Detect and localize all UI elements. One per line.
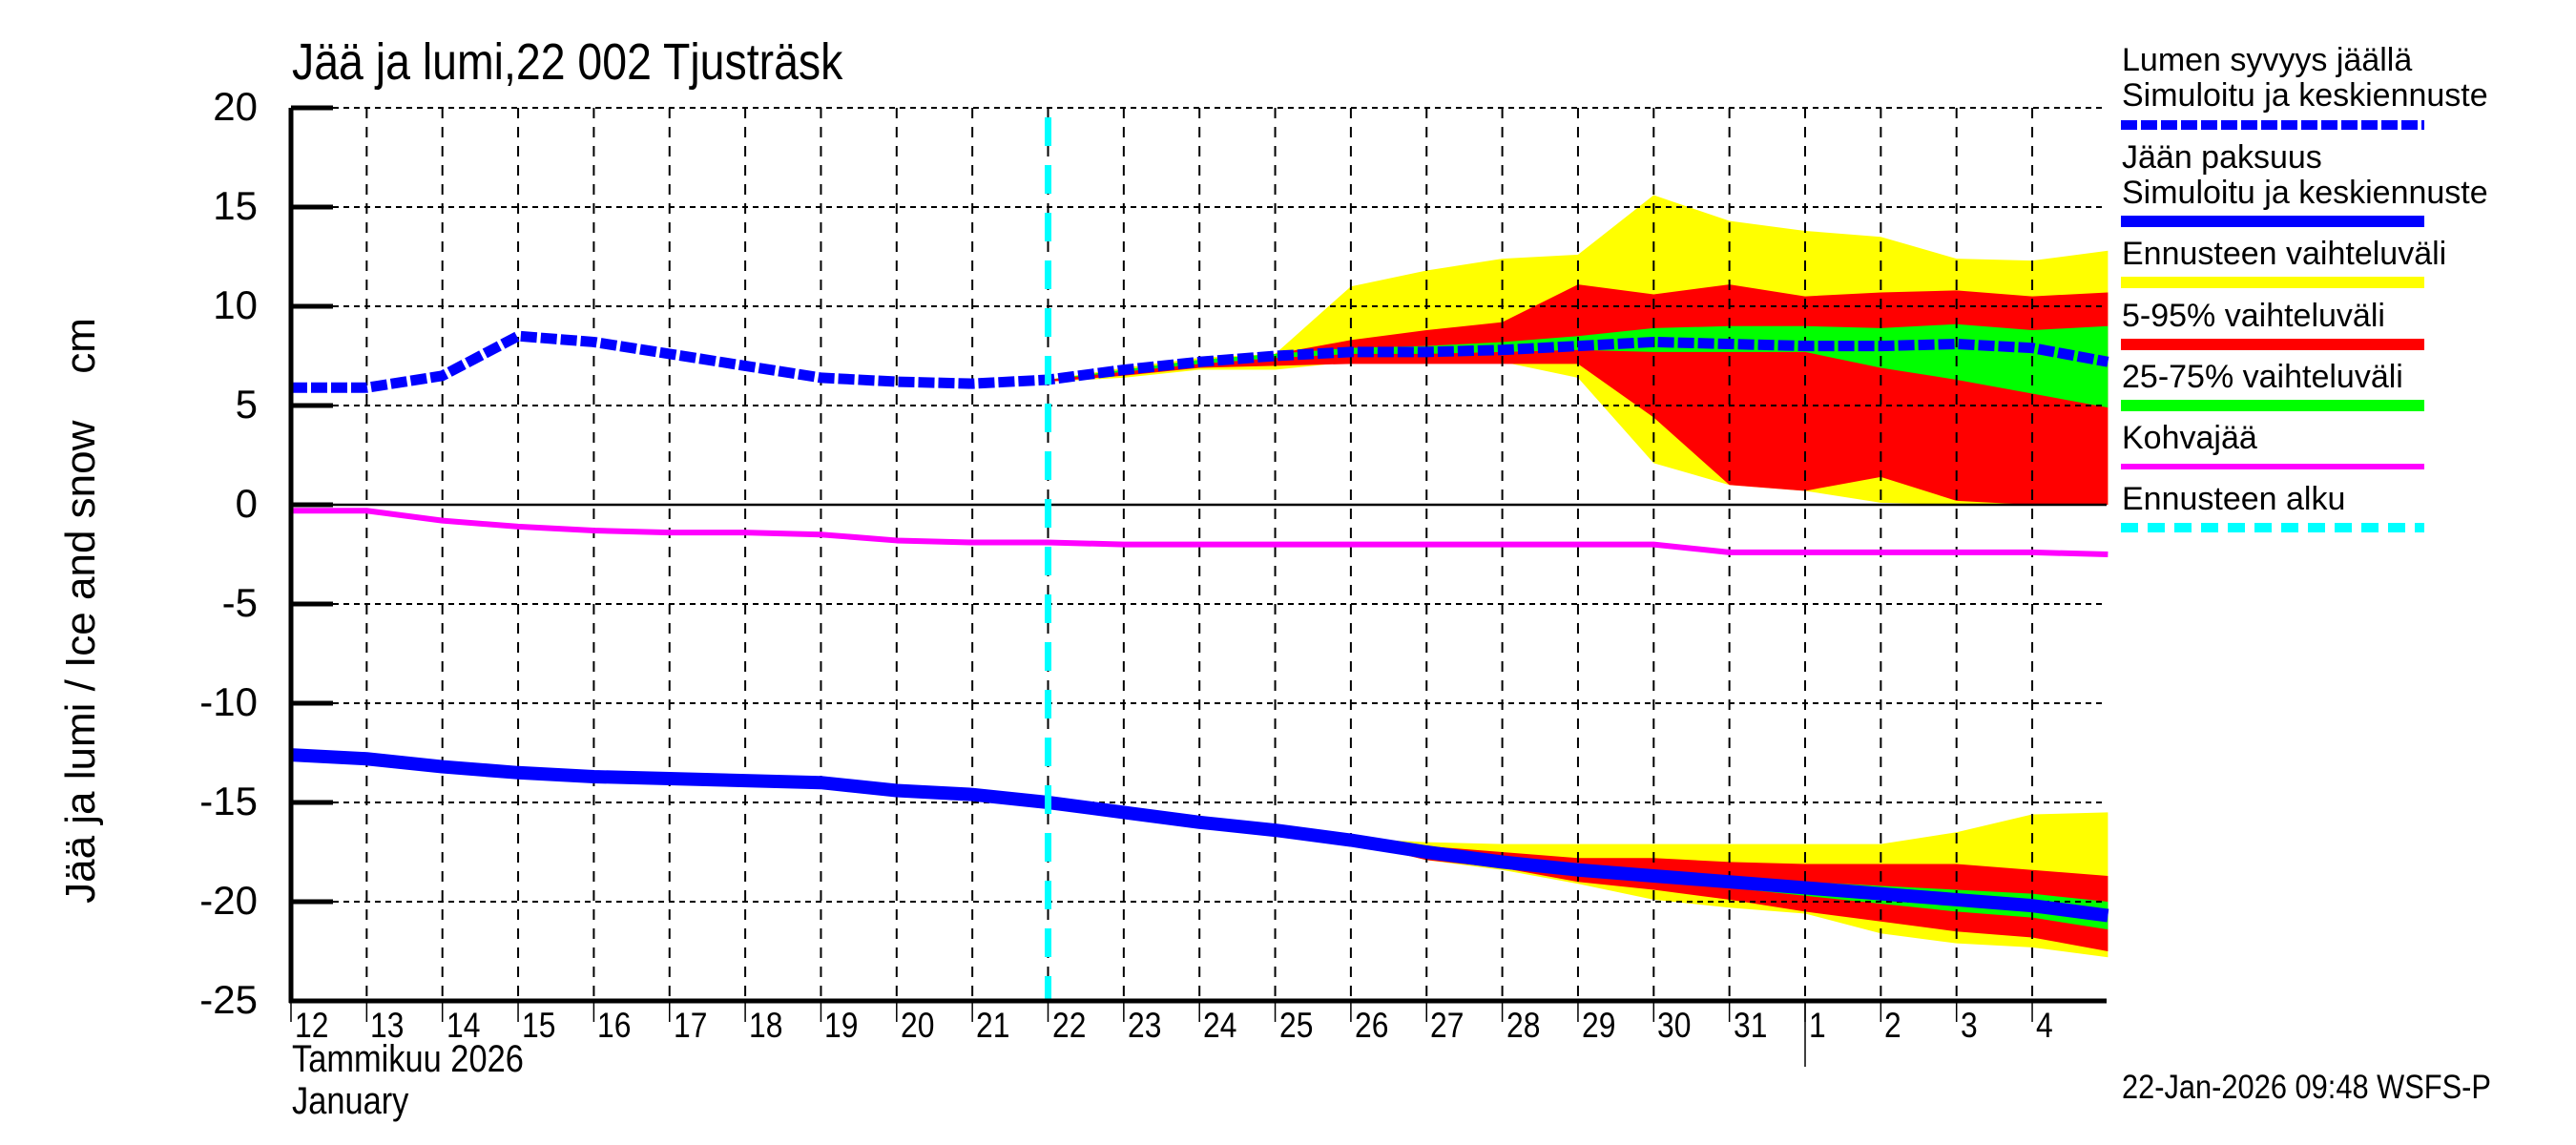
x-tick-label: 16	[597, 1006, 632, 1045]
y-tick-label: 0	[235, 481, 258, 526]
chart-title: Jää ja lumi,22 002 Tjusträsk	[292, 33, 843, 91]
y-tick-label: -10	[199, 679, 258, 724]
legend-ice-subtitle: Simuloitu ja keskiennuste	[2122, 175, 2488, 211]
legend-range-swatch	[2121, 277, 2424, 288]
legend-p25-75: 25-75% vaihteluväli	[2122, 359, 2403, 395]
data-series	[290, 117, 2109, 1001]
x-tick-label: 3	[1960, 1006, 1978, 1045]
y-tick-label: -25	[199, 977, 258, 1022]
legend-snow-subtitle: Simuloitu ja keskiennuste	[2122, 77, 2488, 114]
ice-thickness-line	[290, 748, 2109, 923]
legend-p5-95: 5-95% vaihteluväli	[2122, 298, 2385, 334]
legend-range: Ennusteen vaihteluväli	[2122, 236, 2447, 272]
timestamp-footer: 22-Jan-2026 09:48 WSFS-P	[2122, 1069, 2491, 1106]
y-tick-label: 5	[235, 382, 258, 427]
x-tick-label: 13	[370, 1006, 405, 1045]
legend-slush-ice: Kohvajää	[2122, 420, 2257, 456]
x-tick-label: 4	[2036, 1006, 2053, 1045]
y-tick-label: -15	[199, 779, 258, 823]
x-tick-label: 23	[1127, 1006, 1162, 1045]
y-tick-label: 10	[213, 282, 258, 327]
x-tick-label: 20	[900, 1006, 935, 1045]
x-axis-month-fi: Tammikuu 2026	[292, 1038, 524, 1080]
y-tick-label: 20	[213, 84, 258, 129]
y-tick-label: -20	[199, 878, 258, 923]
legend-p5-95-swatch	[2121, 339, 2424, 350]
x-tick-label: 27	[1430, 1006, 1465, 1045]
x-tick-label: 24	[1203, 1006, 1237, 1045]
y-tick-label: 15	[213, 183, 258, 228]
x-tick-label: 14	[446, 1006, 481, 1045]
x-tick-label: 28	[1506, 1006, 1540, 1045]
axes	[288, 105, 2107, 1067]
legend-ice-title: Jään paksuus	[2122, 139, 2322, 176]
x-tick-label: 2	[1884, 1006, 1902, 1045]
legend-swatches	[2121, 120, 2424, 532]
x-tick-label: 17	[673, 1006, 708, 1045]
x-tick-label: 1	[1809, 1006, 1826, 1045]
y-axis-label: Jää ja lumi / Ice and snow cm	[57, 318, 104, 904]
legend-p25-75-swatch	[2121, 400, 2424, 411]
x-tick-label: 21	[976, 1006, 1010, 1045]
x-tick-label: 18	[749, 1006, 783, 1045]
x-tick-label: 25	[1278, 1006, 1313, 1045]
y-tick-label: -5	[221, 580, 258, 625]
x-axis-month-en: January	[292, 1080, 409, 1122]
snow-depth-line	[291, 330, 2109, 393]
ice-p25-75-band	[1048, 802, 2109, 930]
x-tick-label: 26	[1354, 1006, 1389, 1045]
x-tick-label: 12	[295, 1006, 329, 1045]
x-tick-label: 30	[1657, 1006, 1692, 1045]
legend-ice-swatch	[2121, 216, 2424, 227]
legend-slush-swatch	[2121, 464, 2424, 469]
legend-forecast-start: Ennusteen alku	[2122, 481, 2346, 517]
x-tick-label: 15	[522, 1006, 556, 1045]
legend-snow-title: Lumen syvyys jäällä	[2122, 42, 2413, 78]
slush-ice-line	[291, 508, 2109, 557]
x-tick-label: 22	[1051, 1006, 1086, 1045]
x-tick-label: 19	[824, 1006, 859, 1045]
x-tick-label: 31	[1733, 1006, 1768, 1045]
x-tick-label: 29	[1581, 1006, 1616, 1045]
